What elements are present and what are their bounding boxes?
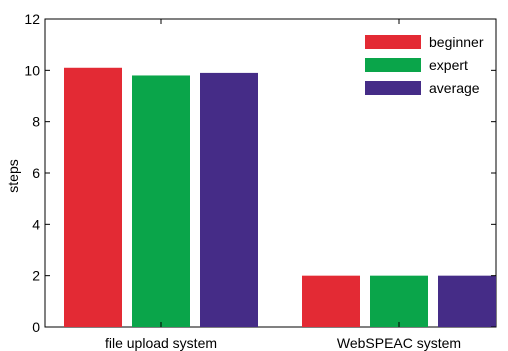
bar-expert-1: [132, 75, 190, 327]
y-tick-label: 8: [32, 114, 40, 130]
y-axis-label: steps: [5, 159, 21, 192]
legend-label-average: average: [429, 80, 480, 96]
y-tick-label: 6: [32, 165, 40, 181]
bar-expert-2: [370, 275, 428, 327]
y-tick-label: 12: [24, 11, 40, 27]
ticks: 0 2 4 6 8 10 12 file upload system WebSPEAC syst…: [24, 11, 496, 351]
x-category-label: WebSPEAC system: [337, 335, 461, 351]
legend: beginner expert average: [365, 34, 484, 96]
legend-label-beginner: beginner: [429, 34, 484, 50]
y-tick-label: 0: [32, 319, 40, 335]
legend-swatch-expert: [365, 58, 421, 72]
bars: [64, 67, 496, 328]
bar-average-1: [200, 72, 258, 328]
bar-beginner-1: [64, 67, 122, 328]
x-category-label: file upload system: [105, 335, 217, 351]
bar-beginner-2: [302, 275, 360, 327]
legend-swatch-beginner: [365, 35, 421, 49]
y-tick-label: 2: [32, 268, 40, 284]
y-tick-label: 4: [32, 216, 40, 232]
bar-average-2: [438, 275, 496, 327]
y-tick-label: 10: [24, 62, 40, 78]
legend-label-expert: expert: [429, 57, 468, 73]
legend-swatch-average: [365, 81, 421, 95]
